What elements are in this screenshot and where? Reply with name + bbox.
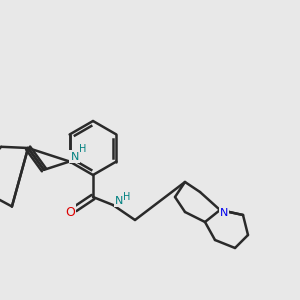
- Text: O: O: [65, 206, 75, 218]
- Text: N: N: [115, 196, 123, 206]
- Text: N: N: [70, 152, 79, 161]
- Text: H: H: [123, 192, 131, 202]
- Text: H: H: [79, 145, 86, 154]
- Text: N: N: [220, 208, 228, 218]
